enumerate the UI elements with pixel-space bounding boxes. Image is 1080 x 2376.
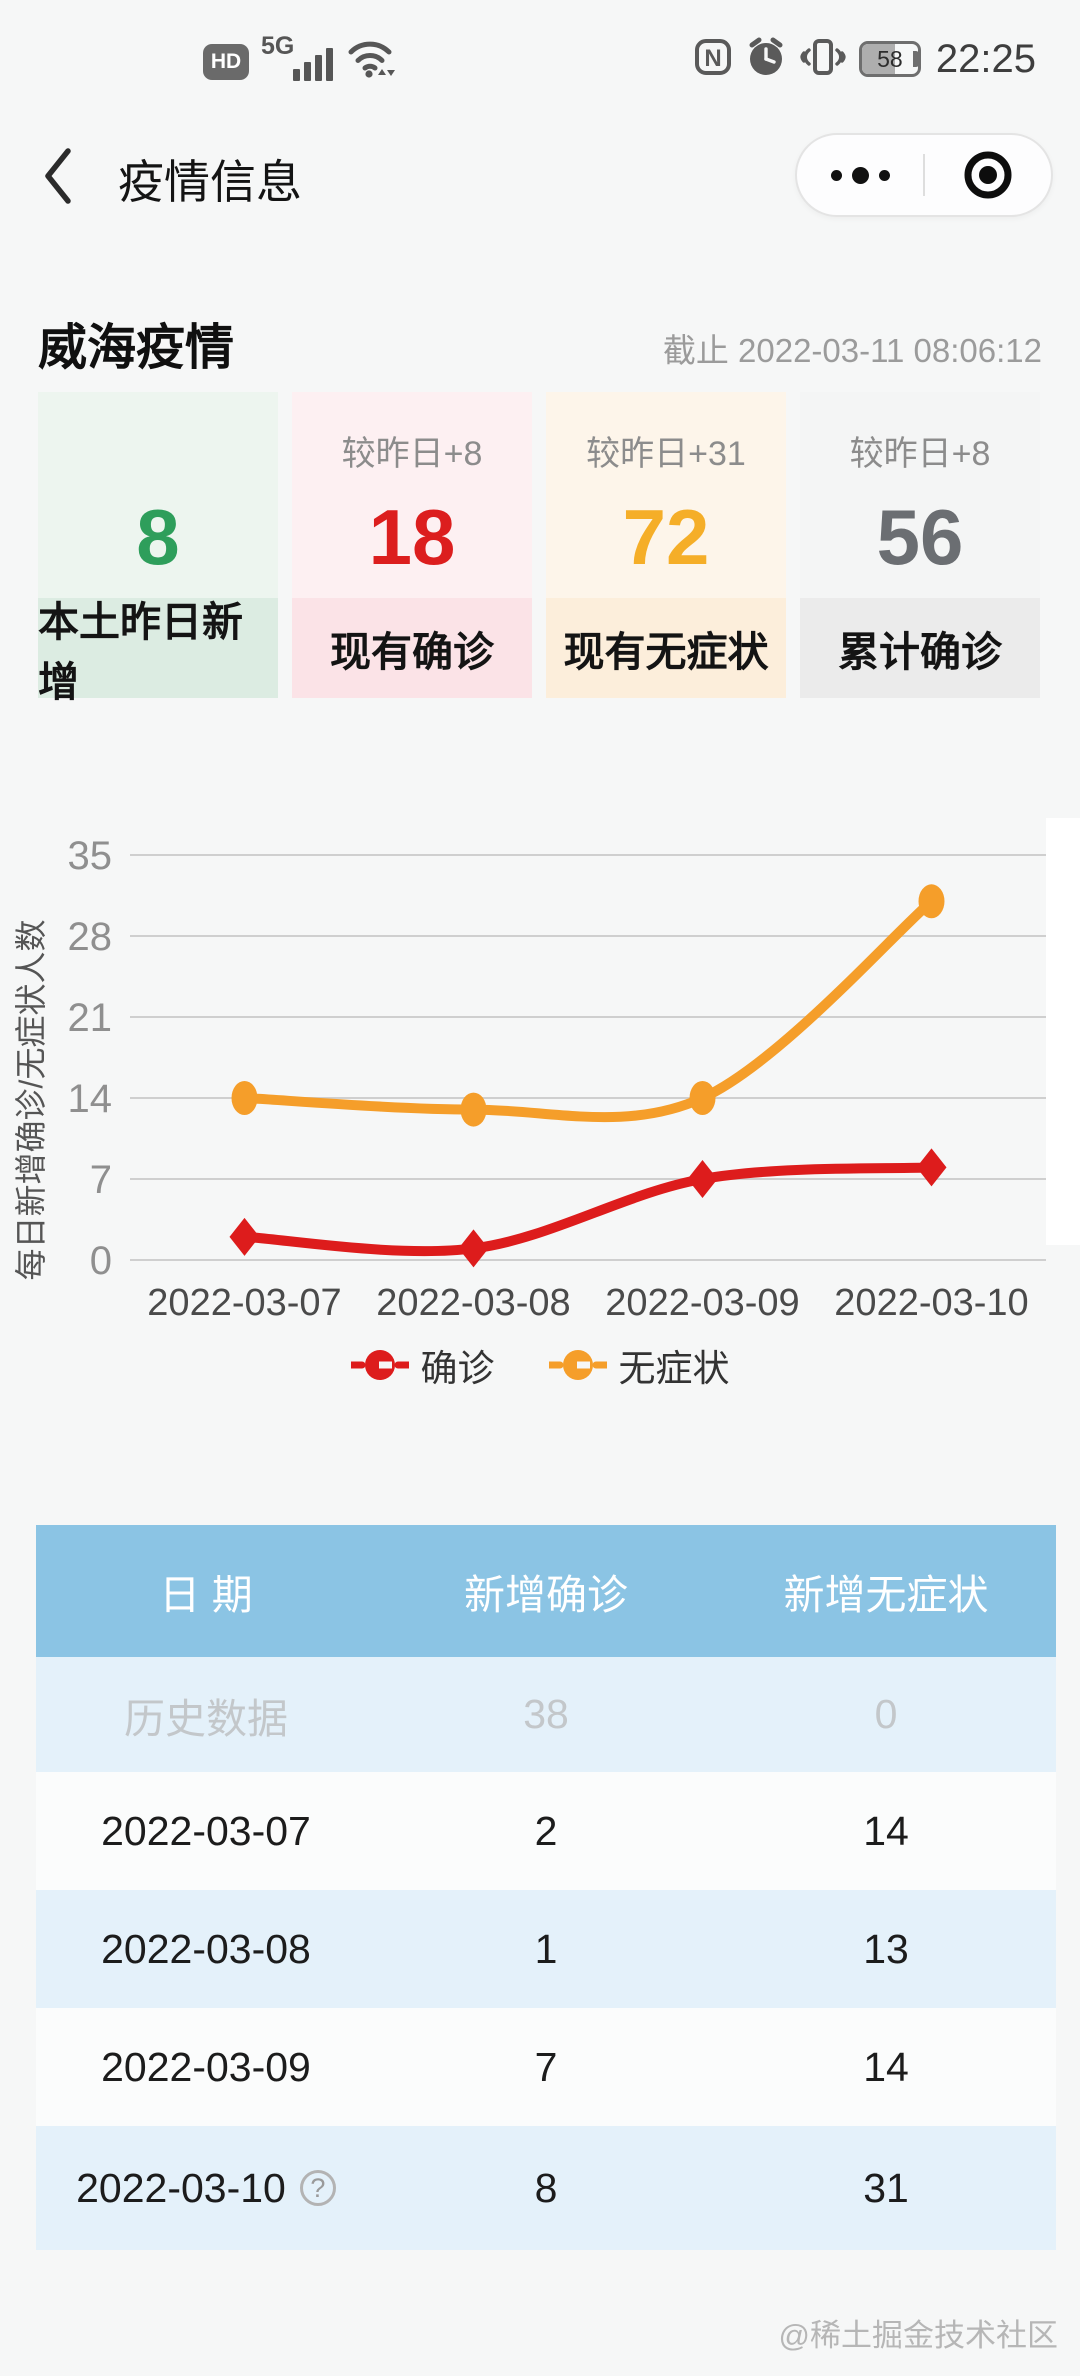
status-bar-right: N 58 22:25 — [694, 34, 1036, 84]
more-button[interactable] — [797, 135, 923, 215]
stat-label: 现有确诊 — [330, 629, 494, 675]
battery-fill — [861, 44, 896, 74]
stat-delta: 较昨日+8 — [341, 435, 483, 473]
legend-item-asymptomatic[interactable]: 无症状 — [548, 1338, 730, 1392]
miniprogram-capsule — [795, 133, 1053, 217]
svg-text:N: N — [704, 45, 721, 72]
svg-text:2022-03-10: 2022-03-10 — [834, 1282, 1028, 1324]
table-row: 2022-03-07 2 14 — [36, 1772, 1056, 1890]
battery-percent: 58 — [877, 45, 903, 72]
cell-confirmed: 1 — [534, 1925, 558, 1972]
network-type-label: 5G — [261, 32, 295, 60]
svg-text:每日新增确诊/无症状人数: 每日新增确诊/无症状人数 — [13, 920, 49, 1281]
stat-card-active-asymptomatic: 较昨日+31 72 现有无症状 — [546, 392, 786, 698]
legend-item-confirmed[interactable]: 确诊 — [350, 1338, 495, 1392]
svg-text:2022-03-08: 2022-03-08 — [376, 1282, 570, 1324]
svg-text:2022-03-09: 2022-03-09 — [605, 1282, 799, 1324]
col-header-date: 日 期 — [159, 1572, 253, 1618]
table-row: 2022-03-09 7 14 — [36, 2008, 1056, 2126]
status-bar-left: HD 5G — [203, 32, 395, 84]
cell-confirmed: 2 — [534, 1807, 558, 1854]
svg-text:14: 14 — [68, 1077, 113, 1121]
cell-asymptomatic: 14 — [863, 2043, 909, 2090]
table-row: 2022-03-10 ? 8 31 — [36, 2126, 1056, 2250]
signal-bars-icon — [293, 48, 333, 81]
page-nav-title: 疫情信息 — [118, 156, 302, 208]
cell-asymptomatic: 13 — [863, 1925, 909, 1972]
cell-confirmed: 7 — [534, 2043, 558, 2090]
legend-marker-confirmed-icon — [350, 1350, 409, 1380]
legend-label: 无症状 — [618, 1348, 730, 1389]
legend-label: 确诊 — [420, 1348, 495, 1389]
stat-card-active-confirmed: 较昨日+8 18 现有确诊 — [292, 392, 532, 698]
legend-marker-asymptomatic-icon — [548, 1350, 607, 1380]
updated-timestamp: 截止 2022-03-11 08:06:12 — [662, 332, 1042, 369]
table-header-row: 日 期 新增确诊 新增无症状 — [36, 1525, 1056, 1657]
table-row: 2022-03-08 1 13 — [36, 1890, 1056, 2008]
svg-text:7: 7 — [90, 1158, 112, 1202]
stat-card-local-new: 8 本土昨日新增 — [38, 392, 278, 705]
clock-time: 22:25 — [935, 36, 1036, 81]
cell-date: 2022-03-07 — [101, 1807, 311, 1854]
cell-date: 2022-03-10 ? — [36, 2126, 376, 2250]
stat-label: 本土昨日新增 — [38, 599, 243, 705]
svg-text:35: 35 — [68, 834, 113, 878]
cell-confirmed: 38 — [523, 1691, 569, 1737]
stat-delta: 较昨日+8 — [849, 435, 991, 473]
stat-value: 56 — [876, 493, 964, 581]
col-header-confirmed: 新增确诊 — [464, 1572, 628, 1618]
chart-legend: 确诊 无症状 — [0, 1338, 1080, 1392]
cell-asymptomatic: 0 — [874, 1691, 898, 1737]
question-icon[interactable]: ? — [299, 2170, 336, 2206]
cell-asymptomatic: 14 — [863, 1807, 909, 1854]
watermark: @稀土掘金技术社区 — [778, 2318, 1058, 2353]
stat-card-total-confirmed: 较昨日+8 56 累计确诊 — [800, 392, 1040, 698]
battery-nub — [912, 51, 919, 67]
hd-icon: HD — [203, 44, 249, 80]
table-row: 历史数据 38 0 — [36, 1657, 1056, 1772]
cell-date: 历史数据 — [124, 1695, 288, 1742]
capsule-divider — [923, 154, 925, 196]
trend-line-chart: 0 7 14 21 28 35 每日新增确诊/无症状人数 2022-03-07 2022-03-… — [13, 818, 1080, 1324]
back-button[interactable] — [40, 146, 76, 206]
stat-delta: 较昨日+31 — [586, 435, 746, 473]
alarm-clock-icon — [745, 36, 787, 83]
svg-text:21: 21 — [68, 996, 113, 1040]
stat-label: 现有无症状 — [563, 629, 769, 675]
battery-icon: 58 — [858, 41, 921, 77]
svg-text:28: 28 — [68, 915, 113, 959]
svg-text:0: 0 — [90, 1239, 112, 1283]
vibrate-icon — [800, 37, 846, 82]
wifi-icon — [345, 33, 395, 84]
cell-date-text: 2022-03-10 — [76, 2164, 286, 2211]
svg-text:2022-03-07: 2022-03-07 — [147, 1282, 341, 1324]
cellular-signal-icon: 5G — [261, 32, 333, 84]
cell-date: 2022-03-08 — [101, 1925, 311, 1972]
nfc-icon: N — [694, 38, 732, 81]
target-circle-icon — [964, 151, 1012, 199]
stat-label: 累计确诊 — [838, 629, 1002, 675]
cell-date: 2022-03-09 — [101, 2043, 311, 2090]
close-button[interactable] — [925, 135, 1051, 215]
stat-value: 8 — [136, 493, 180, 581]
stat-value: 18 — [368, 493, 456, 581]
page-title: 威海疫情 — [38, 321, 235, 375]
cell-asymptomatic: 31 — [863, 2164, 909, 2211]
stat-value: 72 — [622, 493, 710, 581]
more-dots-icon — [830, 166, 890, 184]
daily-data-table: 日 期 新增确诊 新增无症状 历史数据 38 0 2022-03-07 2 14… — [36, 1525, 1056, 2250]
cell-confirmed: 8 — [534, 2164, 558, 2211]
col-header-asymptomatic: 新增无症状 — [783, 1572, 989, 1618]
